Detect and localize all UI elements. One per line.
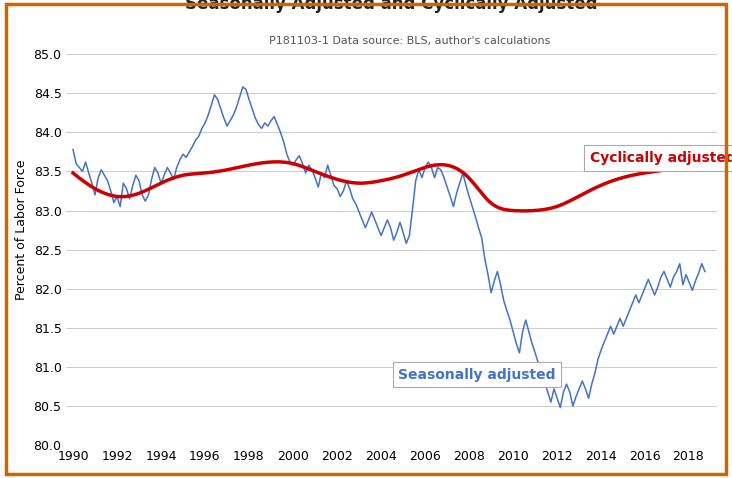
Y-axis label: Percent of Labor Force: Percent of Labor Force <box>15 160 28 300</box>
Text: Cyclically adjusted: Cyclically adjusted <box>589 151 732 165</box>
Text: Seasonally adjusted: Seasonally adjusted <box>398 368 556 381</box>
Text: P181103-1 Data source: BLS, author's calculations: P181103-1 Data source: BLS, author's cal… <box>269 36 550 46</box>
Title: Labor Force Participation Rate, 25-54 years
Seasonally Adjusted and Cyclically A: Labor Force Participation Rate, 25-54 ye… <box>185 0 598 13</box>
